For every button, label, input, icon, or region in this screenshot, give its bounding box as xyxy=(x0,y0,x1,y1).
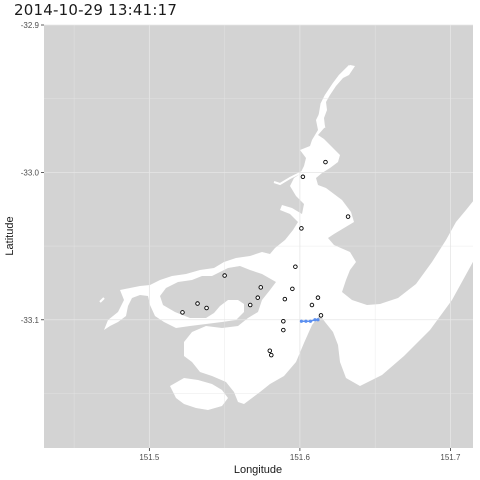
southern-arm-water xyxy=(232,324,270,378)
station-point xyxy=(267,348,273,353)
station-point xyxy=(281,327,286,333)
gridlines xyxy=(44,24,473,448)
station-point xyxy=(318,313,324,318)
y-tick-label: -33.1 xyxy=(21,316,40,325)
station-point xyxy=(315,295,321,300)
station-point xyxy=(255,295,260,300)
station-point xyxy=(345,214,351,219)
station-point xyxy=(300,174,306,180)
west-inlet xyxy=(99,297,105,303)
track-point xyxy=(308,319,313,323)
station-point xyxy=(299,226,304,231)
north-creek xyxy=(318,64,352,129)
station-point xyxy=(269,352,274,358)
station-point xyxy=(258,285,264,290)
station-point xyxy=(195,301,200,306)
track-point xyxy=(313,318,317,322)
track-point xyxy=(304,319,308,323)
station-point xyxy=(293,264,298,269)
timestamp-title: 2014-10-29 13:41:17 xyxy=(14,1,178,19)
station-markers xyxy=(180,159,351,358)
station-point xyxy=(309,302,315,308)
y-tick-label: -32.9 xyxy=(21,21,40,30)
y-axis-title: Latitude xyxy=(4,216,16,255)
station-point xyxy=(290,286,295,292)
track-point xyxy=(299,319,303,323)
lake-water xyxy=(104,65,474,404)
x-tick-label: 151.6 xyxy=(290,453,311,462)
y-axis: -32.9 -33.0 -33.1 xyxy=(21,21,44,325)
southwest-bay-water xyxy=(170,378,228,410)
x-axis-title: Longitude xyxy=(234,464,282,476)
station-point xyxy=(180,310,185,315)
station-point xyxy=(247,302,253,308)
station-point xyxy=(204,305,209,311)
y-tick-label: -33.0 xyxy=(21,168,40,177)
x-tick-label: 151.5 xyxy=(139,453,160,462)
station-point xyxy=(222,273,227,278)
vessel-track xyxy=(299,318,320,323)
track-point xyxy=(316,318,320,322)
x-tick-label: 151.7 xyxy=(440,453,461,462)
x-axis: 151.5 151.6 151.7 xyxy=(139,448,461,462)
west-creek xyxy=(273,171,303,186)
station-point xyxy=(282,296,288,302)
station-point xyxy=(281,318,286,324)
station-point xyxy=(323,159,328,165)
